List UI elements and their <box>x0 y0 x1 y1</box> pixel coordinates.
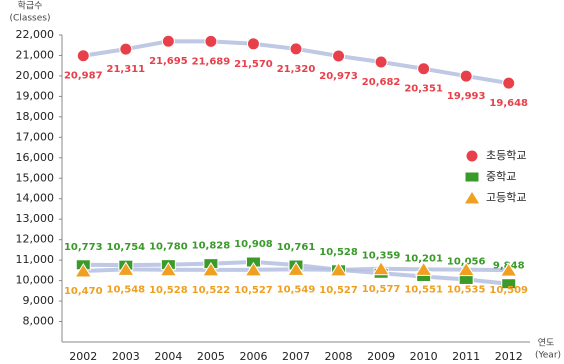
point <box>76 49 90 63</box>
value-label: 10,528 <box>319 247 358 258</box>
point <box>119 42 133 56</box>
x-tick-label: 2008 <box>325 350 353 363</box>
value-label: 10,754 <box>107 242 146 253</box>
point <box>459 69 473 83</box>
y-tick-label: 15,000 <box>16 171 55 184</box>
value-label: 10,548 <box>107 284 146 295</box>
y-axis-label: (Classes) <box>10 14 51 24</box>
y-tick-label: 21,000 <box>16 48 55 61</box>
y-axis-label: 학급수 <box>18 1 43 12</box>
value-label: 21,320 <box>277 64 316 75</box>
value-label: 10,908 <box>234 239 273 250</box>
value-label: 19,648 <box>489 98 528 109</box>
value-label: 10,522 <box>192 285 231 296</box>
value-label: 19,993 <box>447 91 486 102</box>
value-label: 20,682 <box>362 77 401 88</box>
legend-label: 중학교 <box>486 170 516 183</box>
point <box>499 262 518 277</box>
x-axis-label: (Year) <box>535 351 561 361</box>
value-label: 10,761 <box>277 242 316 253</box>
legend-label: 고등학교 <box>486 191 526 204</box>
y-tick-label: 14,000 <box>16 192 55 205</box>
point <box>204 34 218 48</box>
y-tick-label: 12,000 <box>16 233 55 246</box>
y-tick-label: 19,000 <box>16 89 55 102</box>
legend-label: 초등학교 <box>486 149 526 162</box>
point <box>501 278 517 290</box>
point <box>289 42 303 56</box>
value-label: 20,987 <box>64 71 103 82</box>
value-label: 10,549 <box>277 284 316 295</box>
x-tick-label: 2005 <box>197 350 225 363</box>
x-tick-label: 2007 <box>282 350 310 363</box>
point <box>287 261 305 276</box>
y-tick-label: 17,000 <box>16 130 55 143</box>
point <box>457 261 476 277</box>
y-tick-label: 18,000 <box>16 110 55 123</box>
x-tick-label: 2004 <box>154 350 182 363</box>
y-tick-label: 11,000 <box>16 253 55 266</box>
y-tick-label: 20,000 <box>16 69 55 82</box>
point <box>159 261 178 277</box>
point <box>374 55 388 69</box>
value-label: 21,311 <box>107 64 146 75</box>
value-label: 10,828 <box>192 241 231 252</box>
point <box>161 34 175 48</box>
x-axis-label: 연도 <box>538 338 555 349</box>
value-label: 20,973 <box>319 71 358 82</box>
point <box>414 261 433 276</box>
value-label: 10,780 <box>149 242 188 253</box>
value-label: 10,470 <box>64 286 103 297</box>
x-tick-label: 2009 <box>367 350 395 363</box>
value-label: 10,551 <box>404 284 443 295</box>
point <box>502 76 516 90</box>
y-tick-label: 16,000 <box>16 151 55 164</box>
value-label: 10,201 <box>404 253 443 264</box>
value-label: 20,351 <box>404 84 443 95</box>
x-tick-label: 2002 <box>69 350 97 363</box>
point <box>329 261 348 277</box>
value-label: 10,535 <box>447 285 486 296</box>
value-label: 10,773 <box>64 242 103 253</box>
value-label: 10,527 <box>234 285 273 296</box>
y-tick-label: 10,000 <box>16 274 55 287</box>
value-label: 21,695 <box>149 56 188 67</box>
point <box>244 261 263 277</box>
point <box>417 62 431 76</box>
x-tick-label: 2011 <box>452 350 480 363</box>
y-tick-label: 13,000 <box>16 212 55 225</box>
x-tick-label: 2010 <box>410 350 438 363</box>
legend-marker <box>465 149 479 163</box>
point <box>202 261 220 277</box>
value-label: 10,509 <box>489 285 528 296</box>
value-label: 10,359 <box>362 250 401 261</box>
value-label: 21,689 <box>192 56 231 67</box>
value-label: 10,577 <box>362 284 401 295</box>
value-label: 21,570 <box>234 59 273 70</box>
x-tick-label: 2006 <box>239 350 267 363</box>
legend-marker <box>464 171 480 183</box>
x-tick-label: 2003 <box>112 350 140 363</box>
legend-marker <box>463 190 481 205</box>
point <box>332 49 346 63</box>
x-tick-label: 2012 <box>495 350 523 363</box>
value-label: 10,527 <box>319 285 358 296</box>
y-tick-label: 8,000 <box>23 315 55 328</box>
y-tick-label: 22,000 <box>16 28 55 41</box>
point <box>74 263 93 278</box>
point <box>246 37 260 51</box>
point <box>372 260 390 276</box>
point <box>116 261 135 276</box>
value-label: 10,528 <box>149 285 188 296</box>
y-tick-label: 9,000 <box>23 294 55 307</box>
